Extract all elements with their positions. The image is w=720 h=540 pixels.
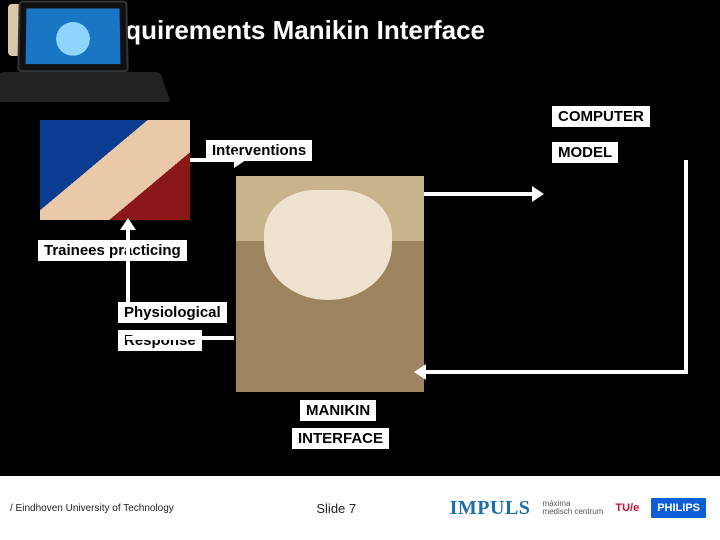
arrow-response-vertical <box>126 230 130 306</box>
arrow-computer-horizontal <box>426 370 688 374</box>
label-computer: COMPUTER <box>552 106 650 127</box>
label-response: Response <box>118 330 202 351</box>
footer-slide-number: Slide 7 <box>228 501 446 516</box>
label-model: MODEL <box>552 142 618 163</box>
arrow-computer-vertical <box>684 160 688 374</box>
label-physiological: Physiological <box>118 302 227 323</box>
logo-mmc: máxima medisch centrum <box>542 500 603 517</box>
label-trainees: Trainees practicing <box>38 240 187 261</box>
logo-tue: TU/e <box>615 502 639 514</box>
laptop-screen-icon <box>17 1 128 73</box>
slide-footer: / Eindhoven University of Technology Sli… <box>0 476 720 540</box>
logo-philips: PHILIPS <box>651 498 706 518</box>
image-manikin-interface <box>236 176 424 392</box>
label-manikin: MANIKIN <box>300 400 376 421</box>
arrow-response-horizontal <box>126 336 234 340</box>
logo-mmc-line2: medisch centrum <box>542 508 603 516</box>
label-interface: INTERFACE <box>292 428 389 449</box>
slide-title: Requirements Manikin Interface <box>92 15 485 46</box>
footer-affiliation: / Eindhoven University of Technology <box>0 503 228 514</box>
laptop-base-icon <box>0 72 171 102</box>
arrow-interventions <box>190 158 236 162</box>
logo-impuls: IMPULS <box>450 497 531 520</box>
footer-logos: IMPULS máxima medisch centrum TU/e PHILI… <box>445 497 720 520</box>
image-trainees-practicing <box>40 120 190 220</box>
arrow-model <box>424 192 534 196</box>
